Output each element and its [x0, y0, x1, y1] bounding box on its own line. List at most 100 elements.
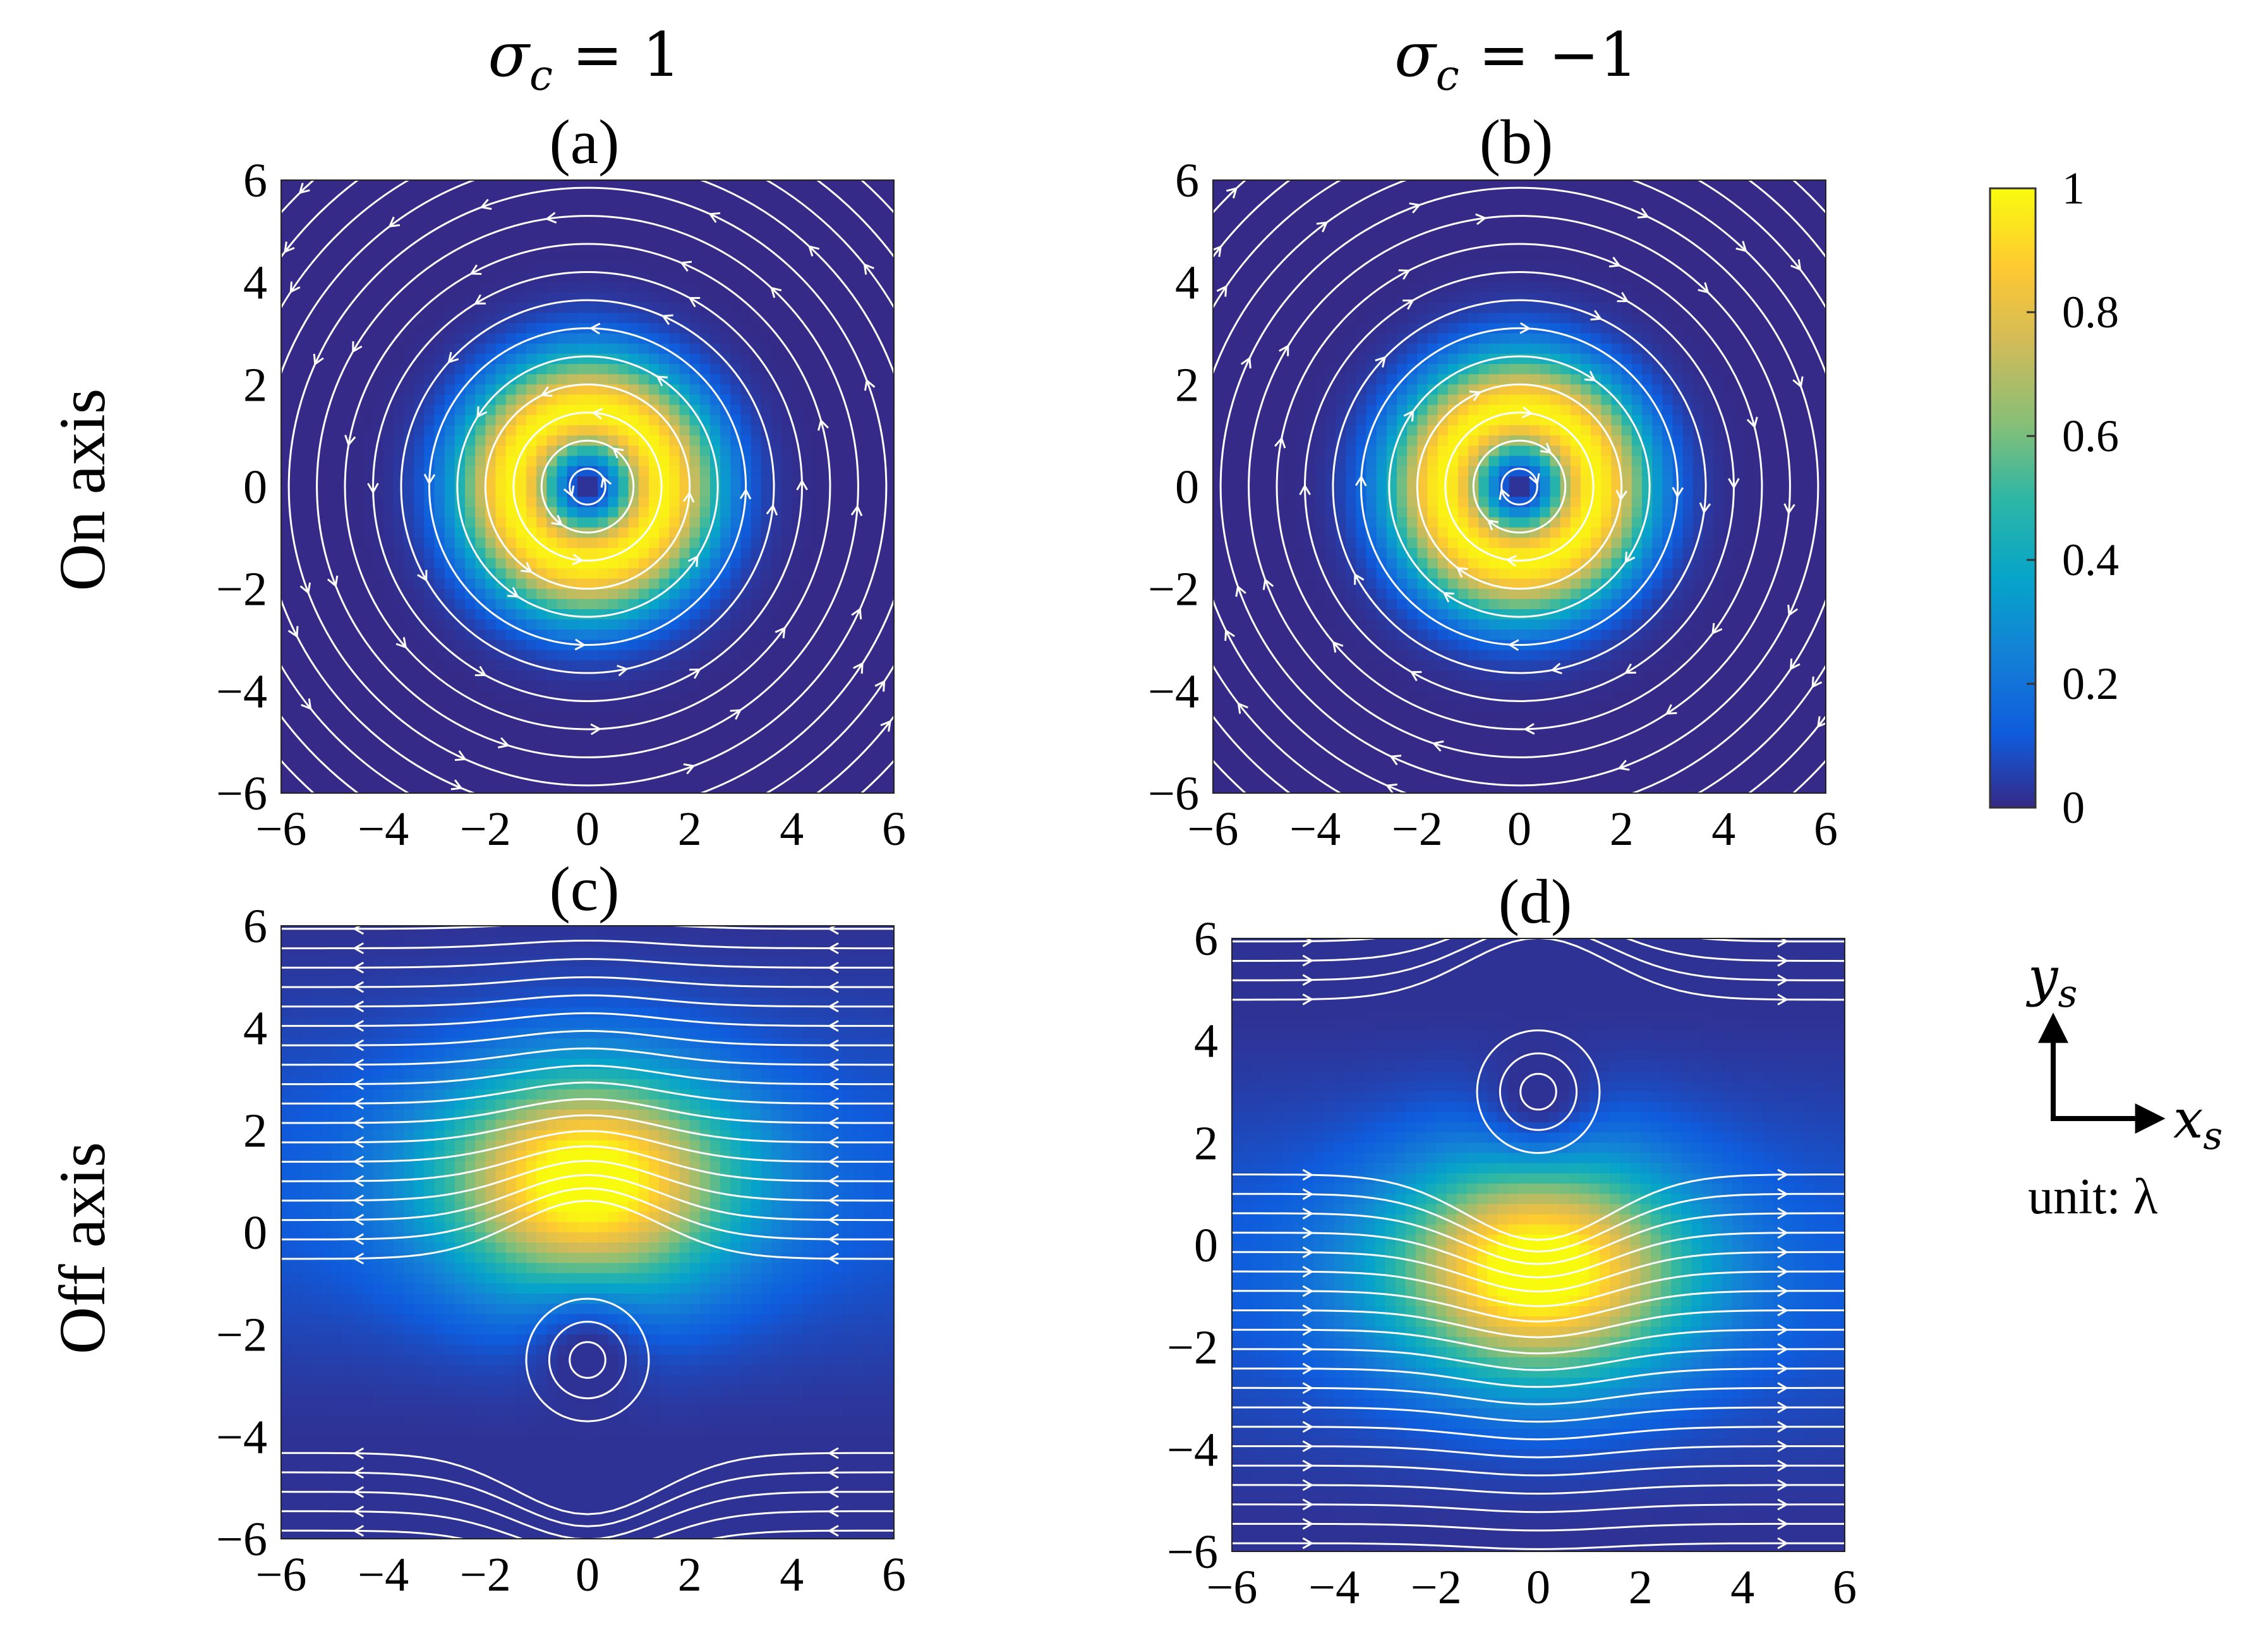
heatmap-cell [383, 282, 394, 293]
heatmap-cell [822, 701, 833, 712]
heatmap-cell [434, 323, 445, 334]
heatmap-cell [1223, 384, 1234, 396]
heatmap-cell [1243, 691, 1255, 702]
heatmap-cell [659, 446, 670, 457]
heatmap-cell [311, 588, 323, 600]
heatmap-cell [322, 782, 333, 794]
heatmap-cell [598, 353, 608, 365]
heatmap-cell [485, 221, 497, 232]
heatmap-cell [342, 313, 353, 324]
heatmap-cell [404, 476, 414, 487]
heatmap-cell [843, 742, 854, 753]
heatmap-cell [761, 742, 772, 753]
heatmap-cell [1223, 762, 1234, 774]
heatmap-cell [1325, 353, 1336, 365]
heatmap-cell [567, 394, 578, 406]
heatmap-cell [505, 721, 517, 732]
heatmap-cell [1315, 374, 1326, 385]
heatmap-cell [301, 507, 313, 518]
heatmap-cell [883, 282, 895, 293]
heatmap-cell [843, 180, 854, 191]
heatmap-cell [1397, 476, 1408, 487]
heatmap-cell [608, 588, 619, 600]
heatmap-cell [516, 415, 527, 426]
heatmap-cell [505, 527, 517, 538]
heatmap-cell [710, 558, 721, 569]
heatmap-cell [1284, 537, 1295, 549]
heatmap-cell [1417, 619, 1428, 630]
heatmap-cell [1397, 487, 1408, 497]
heatmap-cell [393, 742, 404, 753]
heatmap-cell [505, 762, 517, 774]
heatmap-cell [281, 742, 292, 753]
heatmap-cell [363, 231, 374, 242]
heatmap-cell [1294, 497, 1306, 507]
heatmap-cell [710, 333, 721, 344]
heatmap-cell [792, 394, 803, 406]
heatmap-cell [1243, 446, 1255, 457]
heatmap-cell [669, 476, 680, 487]
heatmap-cell [465, 609, 476, 620]
heatmap-cell [475, 527, 486, 538]
heatmap-cell [689, 527, 701, 538]
heatmap-cell [1274, 640, 1285, 651]
heatmap-cell [434, 598, 445, 610]
heatmap-cell [567, 190, 578, 201]
heatmap-cell [1284, 272, 1295, 283]
heatmap-cell [475, 782, 486, 794]
heatmap-cell [792, 588, 803, 600]
heatmap-cell [1294, 364, 1306, 375]
heatmap-cell [710, 640, 721, 651]
heatmap-cell [434, 241, 445, 252]
heatmap-cell [853, 272, 864, 283]
heatmap-cell [465, 497, 476, 507]
heatmap-cell [516, 343, 527, 355]
heatmap-cell [792, 619, 803, 630]
heatmap-cell [1223, 742, 1234, 753]
heatmap-cell [526, 374, 537, 385]
heatmap-cell [577, 282, 588, 293]
heatmap-cell [1325, 272, 1336, 283]
streamline-arrow [915, 241, 928, 254]
heatmap-cell [740, 272, 752, 283]
y-tick-label: 6 [243, 154, 267, 207]
heatmap-cell [1253, 578, 1265, 590]
heatmap-cell [1366, 732, 1377, 743]
streamline-arrow [448, 839, 460, 852]
heatmap-cell [883, 221, 895, 232]
heatmap-cell [679, 241, 691, 252]
heatmap-cell [322, 752, 333, 763]
heatmap-cell [485, 711, 497, 722]
heatmap-cell [1264, 660, 1275, 671]
heatmap-cell [475, 711, 486, 722]
heatmap-cell [1366, 721, 1377, 732]
heatmap-cell [526, 527, 537, 538]
heatmap-cell [291, 609, 302, 620]
heatmap-cell [291, 364, 302, 375]
heatmap-cell [843, 221, 854, 232]
heatmap-cell [526, 210, 537, 222]
heatmap-cell [577, 537, 588, 549]
heatmap-cell [659, 782, 670, 794]
heatmap-cell [843, 262, 854, 273]
heatmap-cell [598, 425, 608, 436]
heatmap-cell [1284, 487, 1295, 497]
heatmap-cell [638, 313, 649, 324]
heatmap-cell [536, 721, 547, 732]
heatmap-cell [424, 650, 435, 661]
heatmap-cell [475, 180, 486, 191]
heatmap-cell [363, 782, 374, 794]
heatmap-cell [751, 180, 762, 191]
heatmap-cell [1336, 384, 1346, 396]
heatmap-cell [781, 598, 792, 610]
heatmap-cell [812, 262, 823, 273]
heatmap-cell [353, 711, 363, 722]
heatmap-cell [322, 517, 333, 528]
heatmap-cell [301, 711, 313, 722]
heatmap-cell [485, 701, 497, 712]
heatmap-cell [567, 446, 578, 457]
heatmap-cell [465, 364, 476, 375]
heatmap-cell [883, 650, 895, 661]
heatmap-cell [311, 691, 323, 702]
heatmap-cell [781, 231, 792, 242]
